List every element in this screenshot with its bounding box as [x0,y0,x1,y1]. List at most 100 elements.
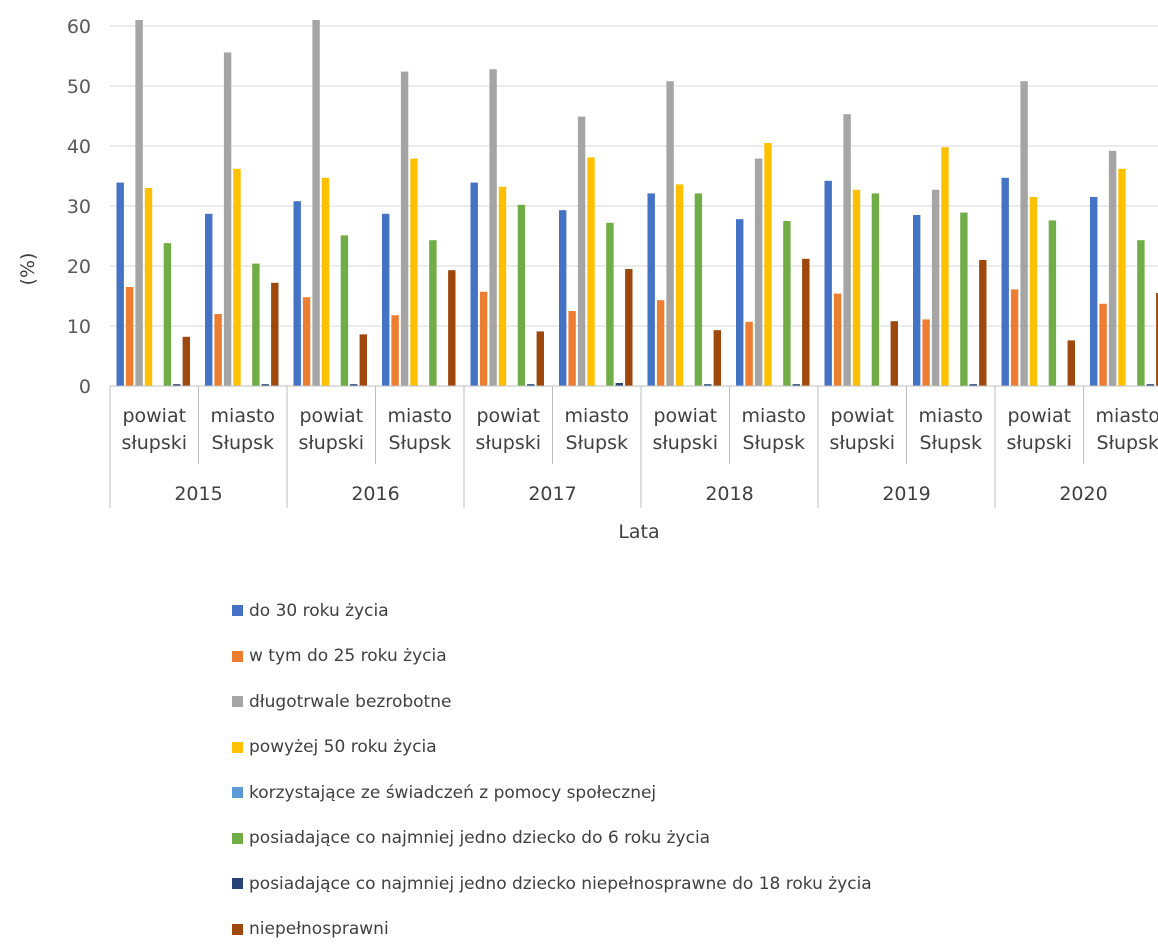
legend-label: do 30 roku życia [249,601,389,621]
legend-swatch [232,696,243,707]
bar [471,183,478,386]
bar [312,20,319,386]
bar [853,190,860,386]
x-category-label: Słupsk [920,432,982,454]
bar [1002,178,1009,386]
bar [410,159,417,386]
legend-label: korzystające ze świadczeń z pomocy społe… [249,783,656,803]
legend-label: długotrwale bezrobotne [249,692,451,712]
bar [1118,169,1125,386]
legend-swatch [232,924,243,935]
bar [1011,289,1018,386]
bar [294,201,301,386]
x-category-label: powiat [122,405,186,427]
legend-swatch [232,651,243,662]
bar [233,169,240,386]
bar [932,190,939,386]
bar [695,193,702,386]
bar [922,319,929,386]
bar [764,143,771,386]
x-category-label: słupski [652,432,718,454]
bar [401,72,408,386]
bars [117,20,1158,386]
legend: do 30 roku życia w tym do 25 roku życia dł… [232,588,872,952]
bar [303,297,310,386]
bar [126,287,133,386]
bar [843,114,850,386]
bar [360,334,367,386]
y-tick-label: 50 [67,76,91,98]
legend-label: w tym do 25 roku życia [249,646,447,666]
bar [657,300,664,386]
bar [117,183,124,386]
bar [1099,304,1106,386]
x-group-label: 2018 [705,483,753,505]
legend-item: powyżej 50 roku życia [232,725,872,771]
x-category-label: powiat [299,405,363,427]
x-category-label: Słupsk [389,432,451,454]
x-category-label: powiat [830,405,894,427]
y-tick-label: 20 [67,256,91,278]
legend-swatch [232,833,243,844]
x-category-label: słupski [829,432,895,454]
bar [666,81,673,386]
bar [872,193,879,386]
bar [1030,197,1037,386]
bar [625,269,632,386]
bar [559,210,566,386]
bar [606,223,613,386]
bar [480,292,487,386]
bar [448,270,455,386]
bar [1049,220,1056,386]
bar [1020,81,1027,386]
x-category-label: miasto [919,405,983,427]
x-category-label: miasto [211,405,275,427]
legend-swatch [232,878,243,889]
legend-item: do 30 roku życia [232,588,872,634]
legend-item: posiadające co najmniej jedno dziecko ni… [232,861,872,907]
bar [941,147,948,386]
x-category-label: powiat [653,405,717,427]
x-group-label: 2019 [882,483,930,505]
bar [587,157,594,386]
y-axis-title: (%) [17,253,39,286]
bar [783,221,790,386]
bar [745,322,752,386]
y-tick-label: 10 [67,316,91,338]
bar [214,314,221,386]
legend-item: niepełnosprawni [232,907,872,952]
gridlines [110,26,1158,326]
x-axis: powiatsłupskimiastoSłupsk2015powiatsłups… [110,386,1158,508]
bar [271,283,278,386]
x-category-label: Słupsk [566,432,628,454]
bar [1109,151,1116,386]
bar [1137,240,1144,386]
bar [891,321,898,386]
bar [834,294,841,386]
bar [224,52,231,386]
legend-item: posiadające co najmniej jedno dziecko do… [232,816,872,862]
x-category-label: słupski [1006,432,1072,454]
bar [429,240,436,386]
bar [802,259,809,386]
legend-swatch [232,742,243,753]
x-category-label: miasto [742,405,806,427]
bar [960,213,967,386]
x-category-label: miasto [565,405,629,427]
legend-swatch [232,787,243,798]
bar [341,235,348,386]
x-category-label: powiat [476,405,540,427]
y-tick-label: 40 [67,136,91,158]
bar [145,188,152,386]
x-group-label: 2017 [528,483,576,505]
bar [382,214,389,386]
bar [913,215,920,386]
bar [568,311,575,386]
x-category-label: słupski [121,432,187,454]
x-group-label: 2020 [1059,483,1107,505]
y-tick-label: 30 [67,196,91,218]
x-category-label: powiat [1007,405,1071,427]
legend-item: korzystające ze świadczeń z pomocy społe… [232,770,872,816]
x-category-label: miasto [388,405,452,427]
